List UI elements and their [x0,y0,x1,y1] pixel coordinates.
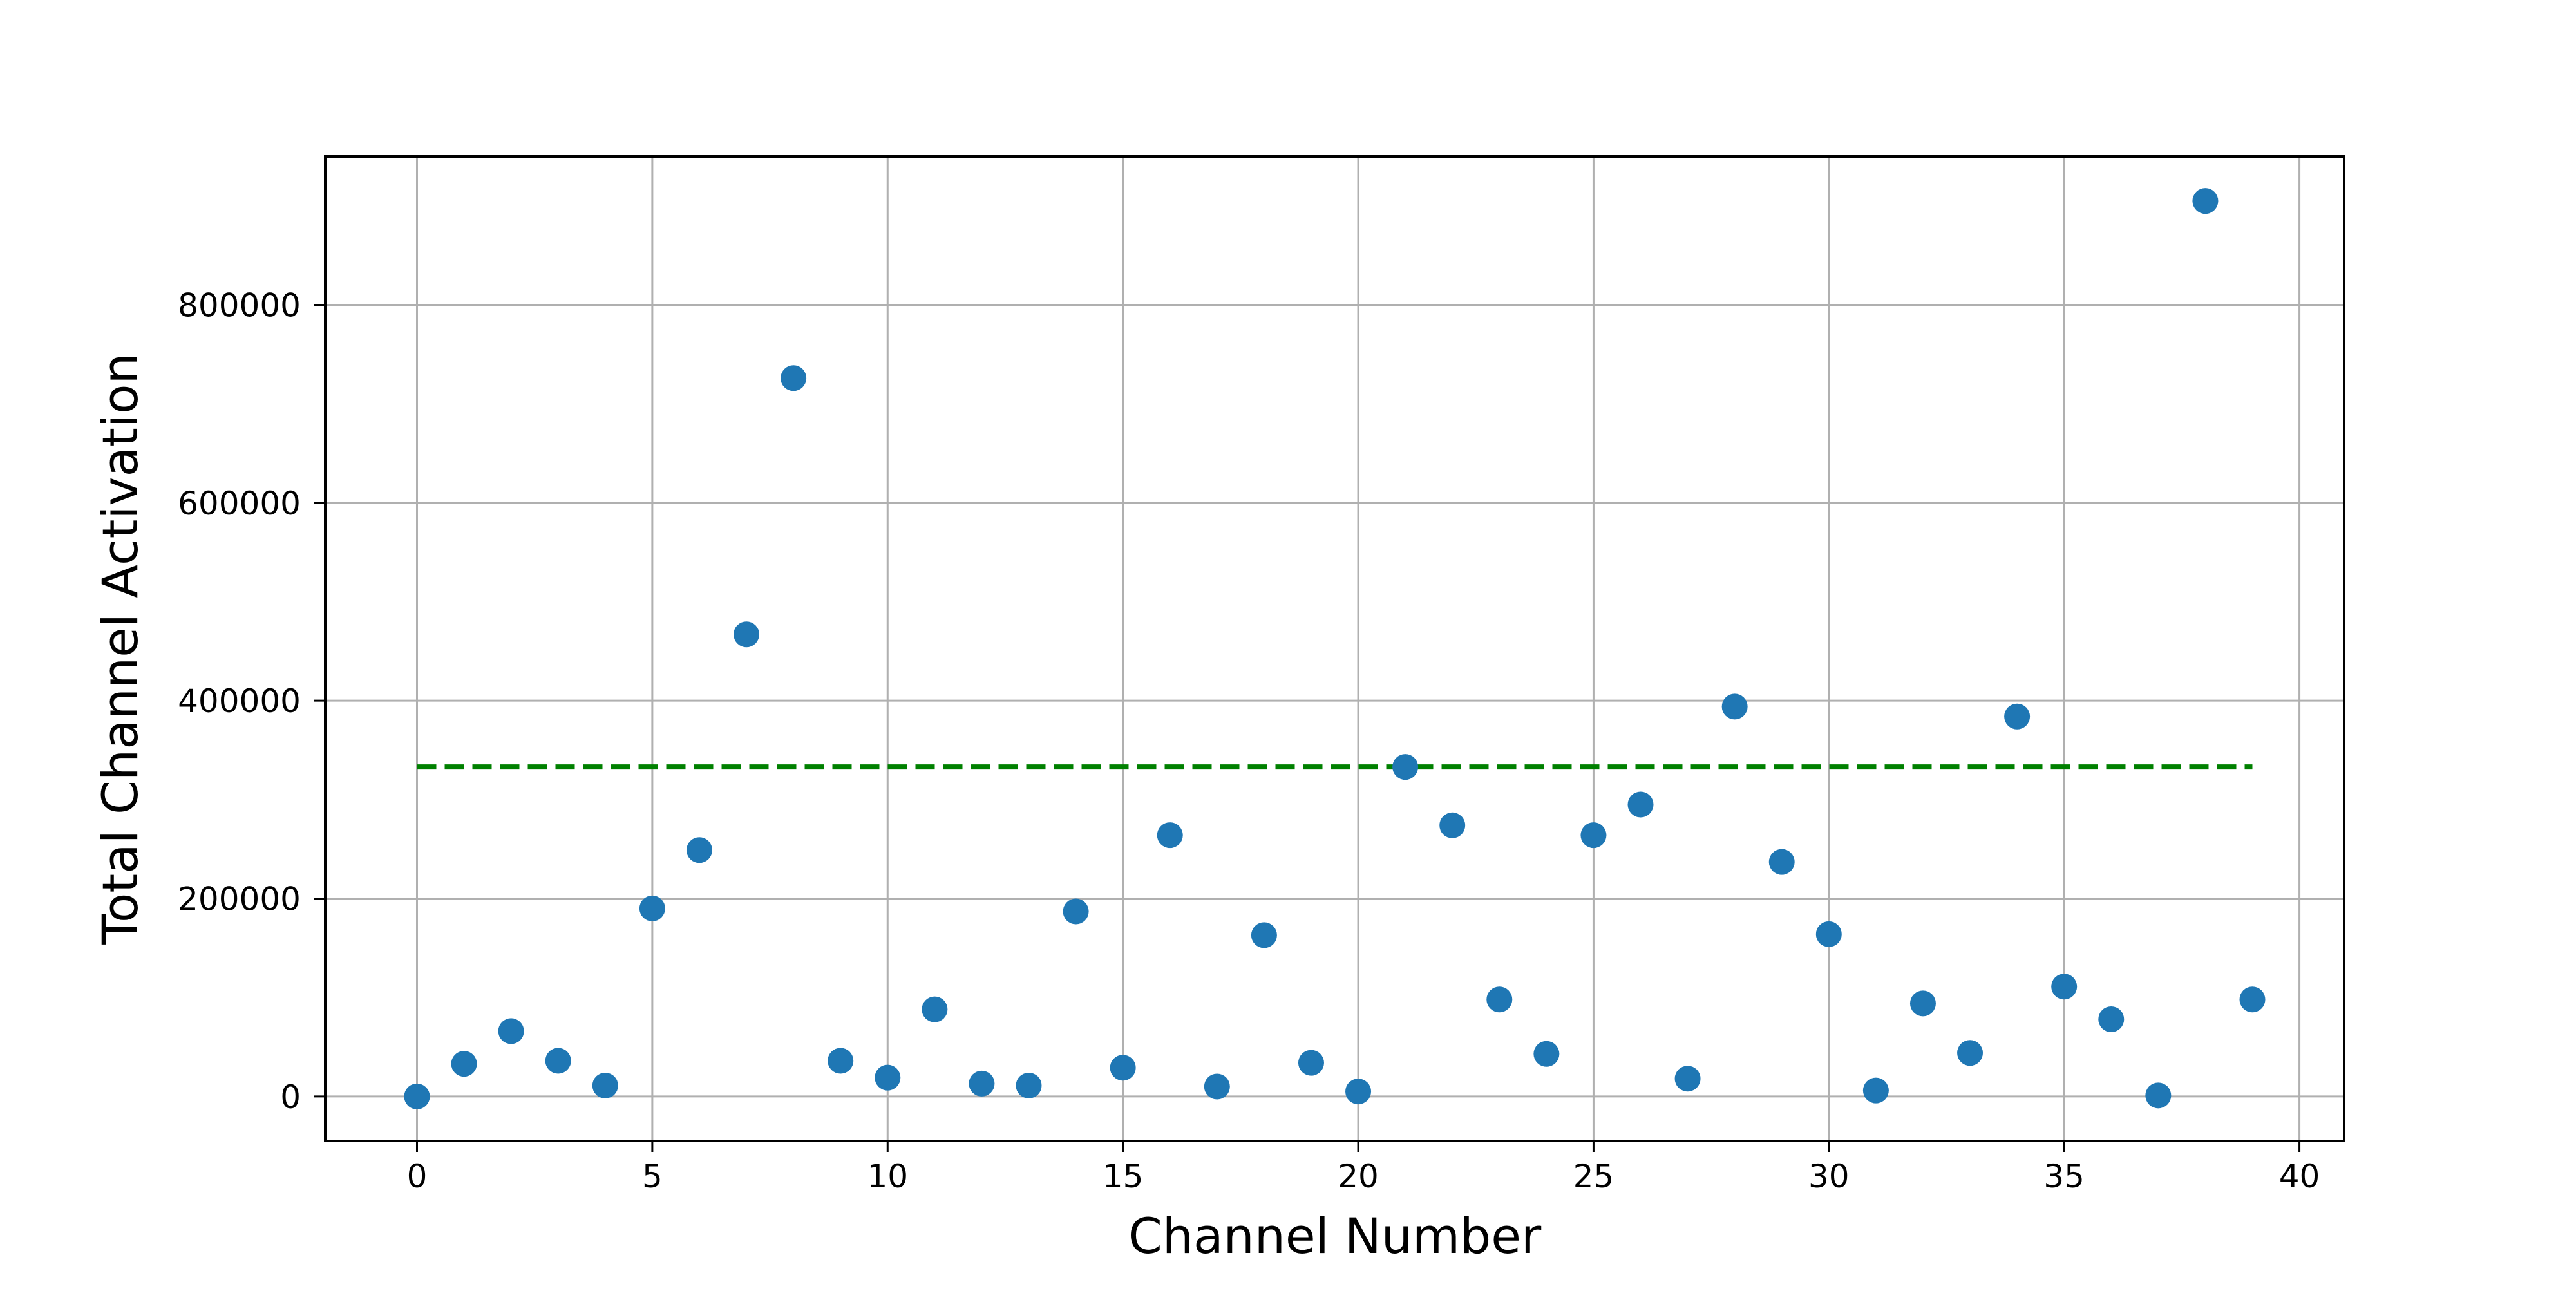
data-points [404,188,2266,1109]
data-point [1533,1041,1560,1067]
x-tick-label: 40 [2279,1158,2320,1195]
data-point [1392,754,1419,780]
data-point [1110,1055,1136,1081]
data-point [1580,822,1607,849]
data-point [1674,1066,1701,1092]
data-point [1063,898,1089,925]
data-point [1016,1072,1042,1098]
data-point [1251,922,1277,948]
x-tick-label: 5 [642,1158,663,1195]
x-tick-label: 0 [407,1158,428,1195]
data-point [969,1070,995,1097]
grid-lines [325,156,2344,1141]
data-point [498,1018,524,1044]
data-point [1439,812,1466,838]
y-tick-label: 400000 [178,683,301,720]
x-tick-label: 15 [1103,1158,1144,1195]
data-point [1298,1050,1324,1076]
data-point [1768,849,1795,875]
data-point [2239,986,2266,1013]
plot-frame [324,155,2345,1142]
x-axis-label: Channel Number [1128,1207,1542,1265]
data-point [828,1048,854,1074]
x-tick-label: 35 [2043,1158,2085,1195]
axis-ticks: 0 5 10 15 20 25 30 35 40 0 200000 400000 600000 80000… [178,287,2320,1195]
data-point [2004,703,2031,730]
data-point [1157,822,1183,849]
data-point [1721,693,1748,720]
data-point [686,837,712,863]
data-point [592,1072,618,1098]
data-point [1204,1073,1230,1100]
data-point [2051,974,2078,1000]
data-point [2098,1006,2125,1032]
y-tick-label: 600000 [178,485,301,522]
y-tick-label: 0 [280,1079,301,1116]
data-point [1486,986,1513,1013]
x-tick-label: 30 [1808,1158,1850,1195]
data-point [404,1083,430,1109]
x-tick-label: 10 [867,1158,908,1195]
data-point [922,996,948,1022]
x-tick-label: 20 [1338,1158,1379,1195]
data-point [1862,1077,1889,1104]
y-axis-label: Total Channel Activation [91,353,149,945]
data-point [451,1051,477,1077]
data-point [1957,1040,1984,1066]
data-point [639,895,665,921]
data-point [2192,188,2219,214]
data-point [875,1064,901,1091]
data-point [1627,791,1654,818]
data-point [781,365,807,391]
x-tick-label: 25 [1573,1158,1615,1195]
data-point [1815,921,1842,947]
data-point [734,621,760,648]
y-tick-label: 200000 [178,881,301,918]
data-point [1909,990,1936,1017]
data-point [2145,1082,2172,1109]
y-tick-label: 800000 [178,287,301,325]
data-point [545,1048,571,1074]
data-point [1345,1079,1372,1105]
